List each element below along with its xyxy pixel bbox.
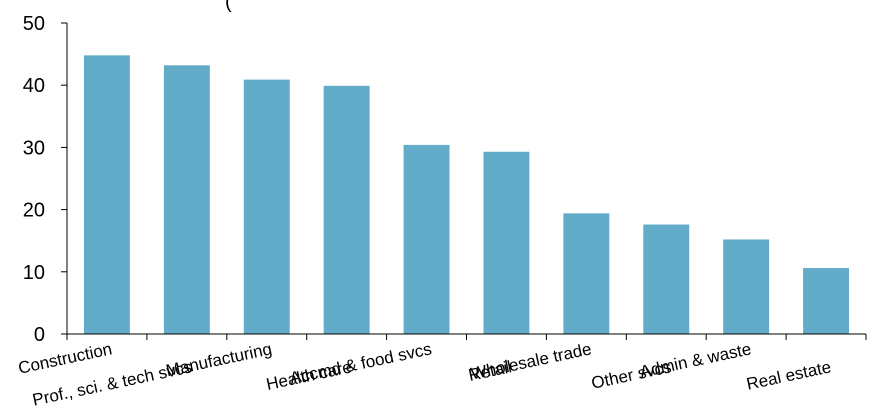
- bar-9: [803, 268, 850, 334]
- bar-1: [163, 65, 210, 335]
- bar-2: [243, 79, 290, 334]
- y-tick-label: 20: [23, 200, 45, 222]
- x-category-label: Construction: [16, 339, 113, 377]
- axes-group: [66, 23, 867, 340]
- bar-6: [563, 213, 610, 334]
- partial-title: (: [225, 0, 232, 13]
- y-tick-label: 40: [23, 75, 45, 97]
- bars-group: [83, 55, 850, 335]
- bar-5: [483, 151, 530, 334]
- bar-8: [723, 239, 770, 334]
- y-tick-label: 50: [23, 13, 45, 35]
- y-tick-label: 0: [34, 324, 45, 346]
- bar-0: [83, 55, 130, 335]
- x-category-label: Accmd & food svcs: [288, 339, 433, 388]
- x-category-label: Admin & waste: [638, 339, 753, 381]
- bar-4: [403, 144, 450, 334]
- y-axis-ticks: 0 10 20 30 40 50: [23, 13, 67, 346]
- y-tick-label: 10: [23, 262, 45, 284]
- bar-7: [643, 224, 690, 334]
- y-tick-label: 30: [23, 137, 45, 159]
- x-category-label: Real estate: [745, 357, 833, 393]
- bar-3: [323, 85, 370, 334]
- x-category-label: Wholesale trade: [469, 339, 593, 383]
- x-category-label: Manufacturing: [164, 339, 273, 380]
